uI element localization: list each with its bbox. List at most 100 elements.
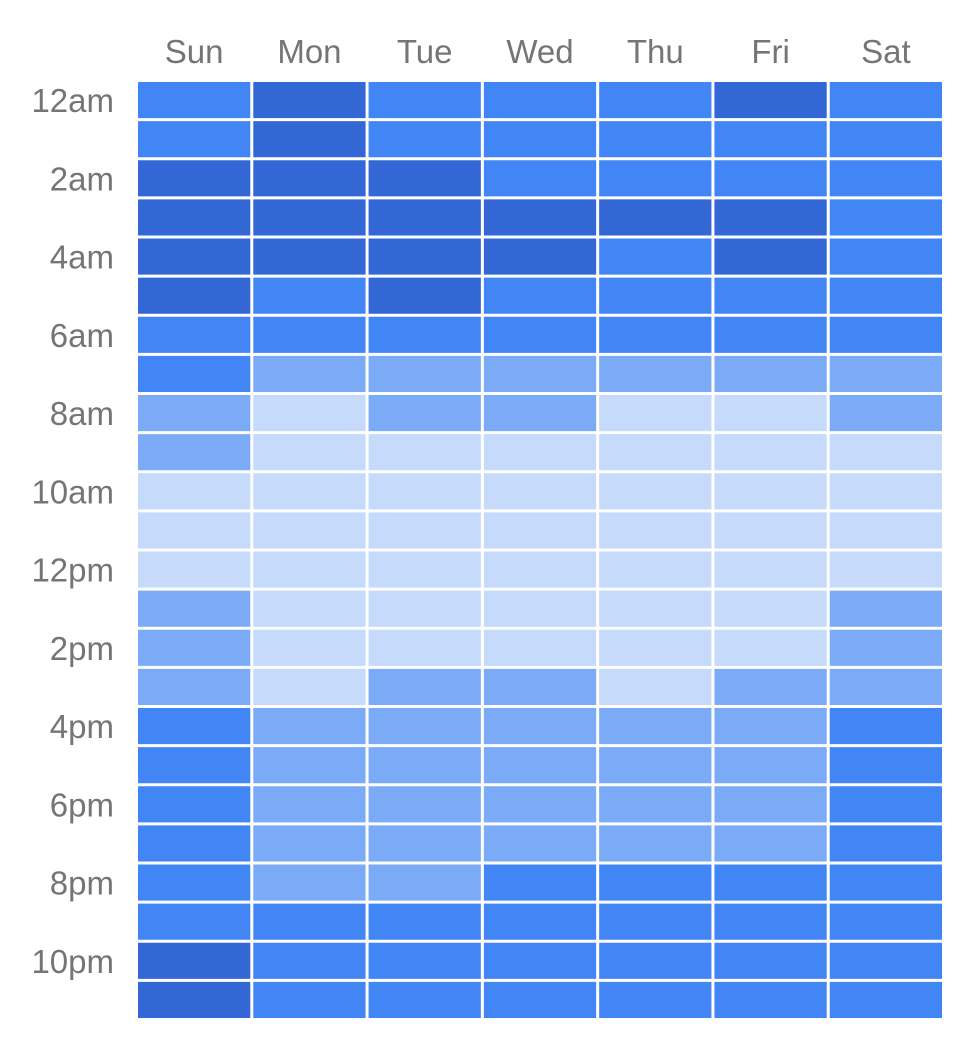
heatmap-cell-sat-6pm bbox=[829, 786, 942, 823]
heatmap-cell-wed-9pm bbox=[483, 903, 597, 940]
heatmap-cell-thu-9am bbox=[599, 434, 712, 471]
heatmap-cell-fri-6pm bbox=[714, 786, 827, 823]
heatmap-cell-mon-3am bbox=[253, 199, 366, 236]
heatmap-cell-sun-4am bbox=[138, 238, 251, 275]
heatmap-cell-wed-5am bbox=[483, 277, 597, 314]
heatmap-cell-fri-3pm bbox=[714, 668, 827, 706]
heatmap-cell-thu-2am bbox=[599, 160, 712, 197]
heatmap-cell-sat-1am bbox=[829, 121, 942, 158]
heatmap-cell-tue-12pm bbox=[368, 551, 481, 588]
heatmap-cell-fri-8pm bbox=[714, 864, 827, 901]
hour-label-12am: 12am bbox=[31, 82, 114, 119]
heatmap-cell-mon-9pm bbox=[253, 903, 366, 940]
heatmap-cell-mon-4pm bbox=[253, 708, 366, 745]
heatmap-cell-mon-6am bbox=[253, 316, 366, 353]
heatmap-cell-sun-11am bbox=[138, 512, 251, 549]
heatmap-cell-thu-8pm bbox=[599, 864, 712, 901]
heatmap-cell-sun-3pm bbox=[138, 668, 251, 706]
heatmap-cell-thu-6pm bbox=[599, 786, 712, 823]
heatmap-cell-sun-8pm bbox=[138, 864, 251, 901]
heatmap-cell-wed-1am bbox=[483, 121, 597, 158]
heatmap-cell-fri-12pm bbox=[714, 551, 827, 588]
heatmap-cell-thu-7pm bbox=[599, 825, 712, 862]
hour-label-2pm: 2pm bbox=[50, 630, 114, 667]
heatmap-cell-sun-10am bbox=[138, 473, 251, 510]
heatmap-cell-fri-11pm bbox=[714, 981, 827, 1019]
heatmap-cell-sun-1am bbox=[138, 121, 251, 158]
heatmap-cell-sat-2pm bbox=[829, 629, 942, 666]
heatmap-cell-thu-12pm bbox=[599, 551, 712, 588]
heatmap-cell-sat-10am bbox=[829, 473, 942, 510]
heatmap-cell-fri-4pm bbox=[714, 708, 827, 745]
heatmap-cell-wed-8pm bbox=[483, 864, 597, 901]
heatmap-cell-thu-11pm bbox=[599, 981, 712, 1019]
heatmap-cell-sat-7am bbox=[829, 355, 942, 393]
heatmap-cell-sun-1pm bbox=[138, 590, 251, 627]
heatmap-cell-tue-8am bbox=[368, 395, 481, 432]
heatmap-cell-tue-9pm bbox=[368, 903, 481, 940]
heatmap-cell-mon-8pm bbox=[253, 864, 366, 901]
heatmap-cell-sat-5am bbox=[829, 277, 942, 314]
heatmap-cell-wed-7am bbox=[483, 355, 597, 393]
heatmap-cell-wed-10pm bbox=[483, 942, 597, 979]
heatmap-cell-sun-6pm bbox=[138, 786, 251, 823]
heatmap-cell-thu-3pm bbox=[599, 668, 712, 706]
heatmap-cell-sun-11pm bbox=[138, 981, 251, 1019]
heatmap-cell-tue-6pm bbox=[368, 786, 481, 823]
heatmap-cell-wed-2pm bbox=[483, 629, 597, 666]
heatmap-cell-mon-7pm bbox=[253, 825, 366, 862]
heatmap-cell-fri-7am bbox=[714, 355, 827, 393]
heatmap-cell-mon-6pm bbox=[253, 786, 366, 823]
heatmap-cell-thu-4am bbox=[599, 238, 712, 275]
heatmap-cell-mon-2pm bbox=[253, 629, 366, 666]
heatmap-cell-mon-1pm bbox=[253, 590, 366, 627]
heatmap-cell-sat-9am bbox=[829, 434, 942, 471]
day-label-sat: Sat bbox=[861, 33, 911, 70]
heatmap-cell-tue-5pm bbox=[368, 747, 481, 784]
heatmap-cell-fri-10am bbox=[714, 473, 827, 510]
heatmap-cell-sun-10pm bbox=[138, 942, 251, 979]
heatmap-cell-wed-12am bbox=[483, 82, 597, 119]
heatmap-cell-sat-8am bbox=[829, 395, 942, 432]
heatmap-cell-wed-6am bbox=[483, 316, 597, 353]
day-label-mon: Mon bbox=[277, 33, 341, 70]
heatmap-cell-wed-7pm bbox=[483, 825, 597, 862]
heatmap-cell-sat-12pm bbox=[829, 551, 942, 588]
heatmap-cell-fri-10pm bbox=[714, 942, 827, 979]
heatmap-cell-mon-5pm bbox=[253, 747, 366, 784]
heatmap-cell-sun-12pm bbox=[138, 551, 251, 588]
heatmap-cell-wed-4am bbox=[483, 238, 597, 275]
heatmap-cell-wed-3am bbox=[483, 199, 597, 236]
heatmap-cell-tue-1pm bbox=[368, 590, 481, 627]
heatmap-cell-mon-11pm bbox=[253, 981, 366, 1019]
hour-labels: 12am 2am 4am 6am 8am 10am 12pm 2pm 4pm 6pm 8pm 10pm bbox=[31, 82, 114, 980]
hour-label-8pm: 8pm bbox=[50, 865, 114, 902]
heatmap-cell-wed-8am bbox=[483, 395, 597, 432]
heatmap-cell-tue-12am bbox=[368, 82, 481, 119]
heatmap-cell-fri-3am bbox=[714, 199, 827, 236]
heatmap-cell-fri-2am bbox=[714, 160, 827, 197]
heatmap-cell-fri-4am bbox=[714, 238, 827, 275]
heatmap-cell-tue-11am bbox=[368, 512, 481, 549]
heatmap-cell-mon-3pm bbox=[253, 668, 366, 706]
heatmap-cell-sun-5pm bbox=[138, 747, 251, 784]
heatmap-cell-tue-10pm bbox=[368, 942, 481, 979]
heatmap-cell-sun-2pm bbox=[138, 629, 251, 666]
day-label-tue: Tue bbox=[397, 33, 453, 70]
hour-label-10am: 10am bbox=[31, 473, 114, 510]
hour-label-6pm: 6pm bbox=[50, 786, 114, 823]
heatmap-cell-thu-10am bbox=[599, 473, 712, 510]
heatmap-cell-thu-7am bbox=[599, 355, 712, 393]
heatmap-cell-sun-8am bbox=[138, 395, 251, 432]
heatmap-cell-fri-12am bbox=[714, 82, 827, 119]
heatmap-cell-wed-3pm bbox=[483, 668, 597, 706]
day-label-fri: Fri bbox=[751, 33, 789, 70]
heatmap-cell-sat-7pm bbox=[829, 825, 942, 862]
heatmap-cell-sat-1pm bbox=[829, 590, 942, 627]
heatmap-cell-sat-5pm bbox=[829, 747, 942, 784]
heatmap-cell-sat-11am bbox=[829, 512, 942, 549]
heatmap-cell-fri-6am bbox=[714, 316, 827, 353]
heatmap-cell-tue-1am bbox=[368, 121, 481, 158]
heatmap-cell-mon-2am bbox=[253, 160, 366, 197]
